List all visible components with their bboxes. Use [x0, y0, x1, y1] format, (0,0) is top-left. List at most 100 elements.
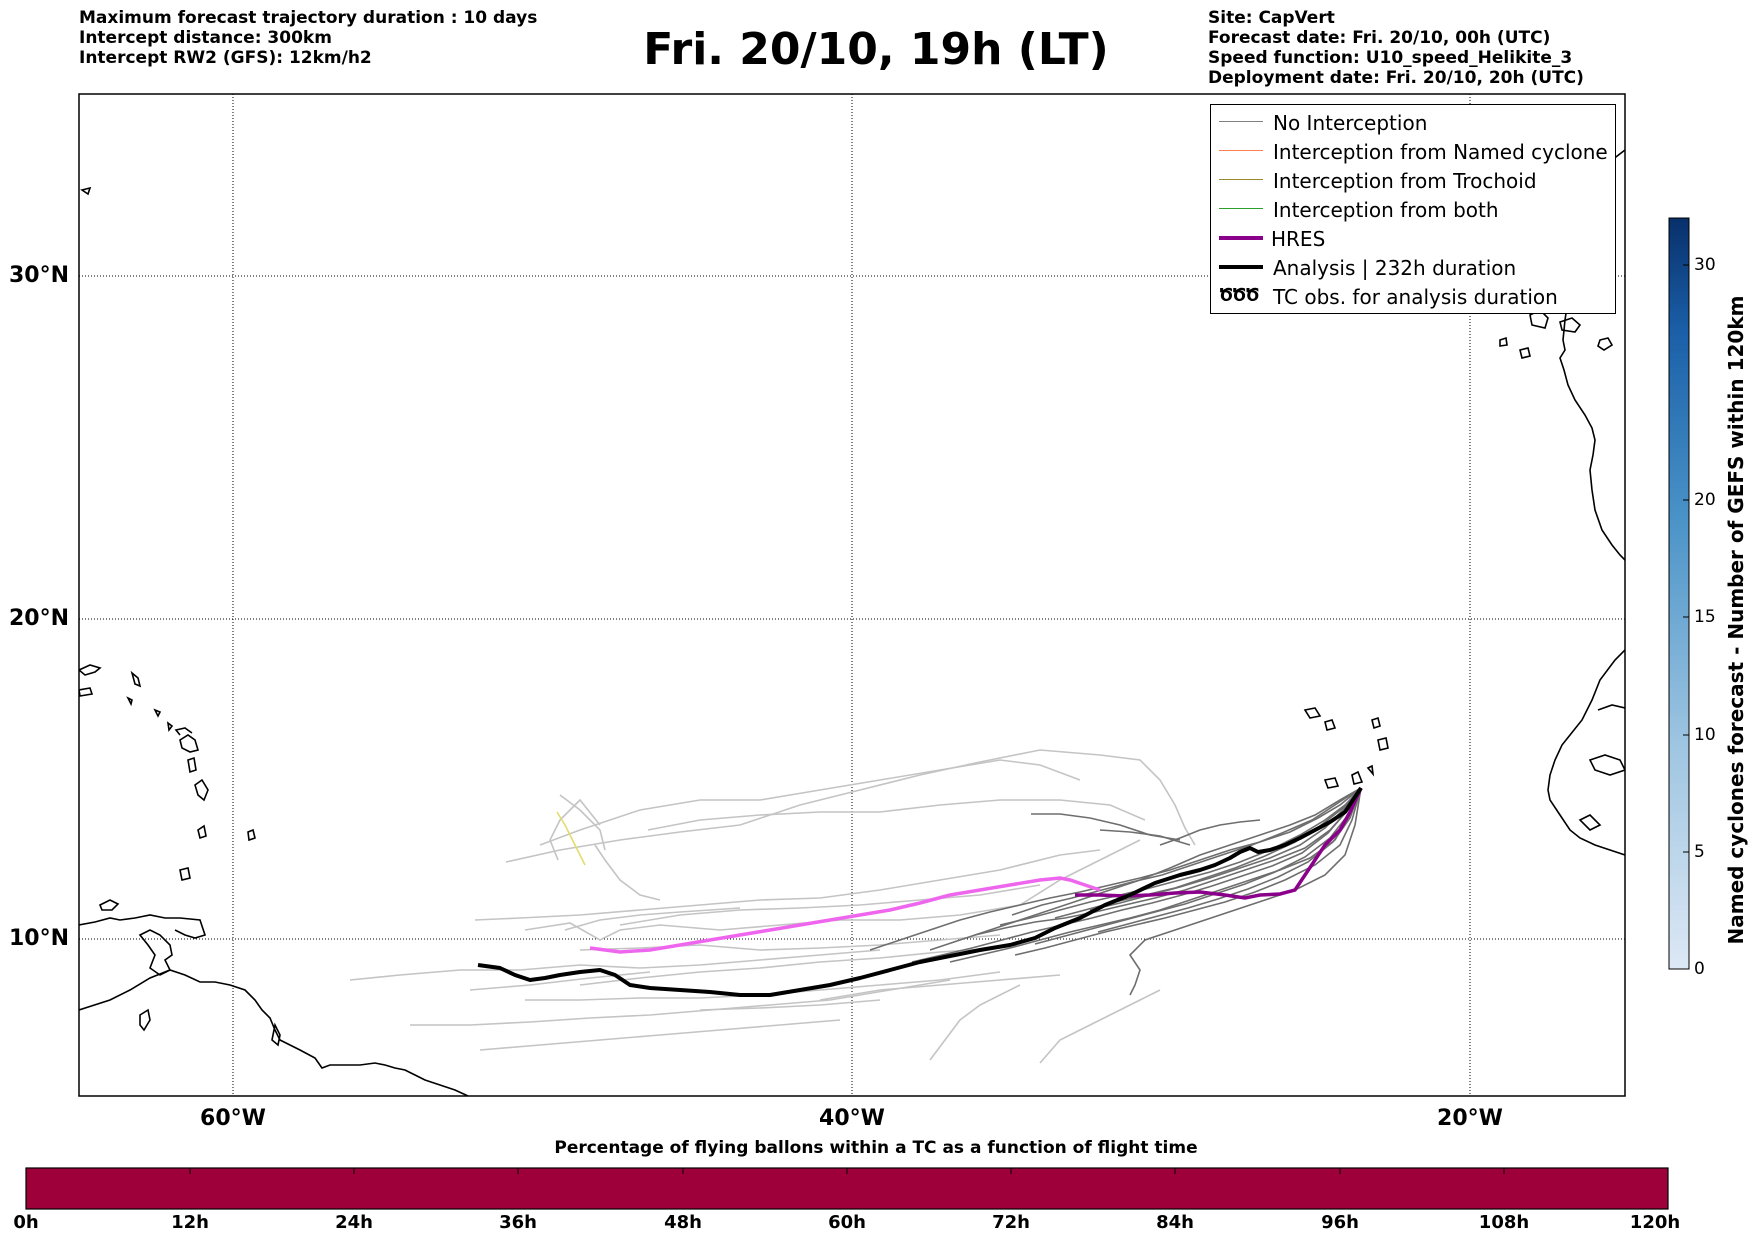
africa-coast-lower	[1547, 649, 1625, 856]
island-h	[153, 708, 162, 718]
lon-label-20w: 20°W	[1437, 1106, 1503, 1131]
olive-line-icon	[1219, 179, 1263, 180]
africa-detail	[1597, 704, 1625, 711]
legend-label: Interception from both	[1273, 198, 1499, 222]
island-f	[247, 828, 256, 842]
legend-item-analysis: Analysis | 232h duration	[1211, 254, 1615, 282]
cape-verde-7	[1366, 764, 1375, 777]
legend-label: Interception from Trochoid	[1273, 169, 1537, 193]
intercept-rw2-text: Intercept RW2 (GFS): 12km/h2	[79, 48, 372, 68]
analysis-trajectory	[477, 786, 1363, 997]
gray-line-icon	[1219, 121, 1263, 122]
forecast-date-text: Forecast date: Fri. 20/10, 00h (UTC)	[1208, 28, 1551, 48]
cape-verde-1	[1303, 707, 1322, 719]
timebar-tick-60h: 60h	[828, 1212, 866, 1233]
island-a	[98, 899, 120, 911]
lon-label-40w: 40°W	[819, 1106, 885, 1131]
canary-2	[1559, 317, 1582, 333]
hres-trajectory	[1075, 787, 1363, 900]
intercept-distance-text: Intercept distance: 300km	[79, 28, 332, 48]
timebar-tick-120h: 120h	[1629, 1212, 1681, 1233]
colorbar-tick-30: 30	[1694, 255, 1716, 275]
canary-5	[1499, 336, 1508, 347]
colorbar-tick-10: 10	[1694, 725, 1716, 745]
canary-4	[1519, 347, 1531, 359]
colorbar-tick-5: 5	[1694, 842, 1705, 862]
cape-verde-5	[1351, 770, 1364, 785]
map-legend: No Interception Interception from Named …	[1210, 104, 1616, 314]
timebar-tick-0h: 0h	[13, 1212, 39, 1233]
legend-item-no-interception: No Interception	[1211, 109, 1615, 137]
senegal-islands	[1588, 754, 1625, 776]
legend-item-tc-obs: ԾԾԾ TC obs. for analysis duration	[1211, 283, 1615, 311]
max-duration-text: Maximum forecast trajectory duration : 1…	[79, 8, 538, 28]
trajectories-light	[349, 749, 1196, 1064]
timebar-tick-84h: 84h	[1156, 1212, 1194, 1233]
header-left-info: Maximum forecast trajectory duration : 1…	[79, 8, 537, 68]
legend-item-both: Interception from both	[1211, 196, 1615, 224]
cyclone-colorbar-ticks	[1683, 264, 1689, 970]
venezuela-north	[79, 914, 207, 939]
cape-verde-2	[1324, 719, 1337, 731]
speed-function-text: Speed function: U10_speed_Helikite_3	[1208, 48, 1573, 68]
lat-label-10n: 10°N	[9, 926, 70, 951]
black-thick-line-icon	[1219, 265, 1263, 269]
timebar-tick-24h: 24h	[335, 1212, 373, 1233]
island-b	[139, 1008, 151, 1032]
lat-label-30n: 30°N	[9, 263, 70, 288]
cyclone-symbols-icon: ԾԾԾ	[1219, 285, 1260, 306]
cape-verde-3	[1371, 716, 1381, 730]
island-i	[166, 721, 174, 733]
lon-label-60w: 60°W	[200, 1106, 266, 1131]
timebar-title: Percentage of flying ballons within a TC…	[554, 1138, 1198, 1158]
canary-3	[1597, 337, 1614, 351]
lesser-antilles-5	[179, 867, 191, 881]
island-e	[79, 687, 94, 697]
legend-label: No Interception	[1273, 111, 1428, 135]
legend-label: TC obs. for analysis duration	[1273, 285, 1558, 309]
hres-trajectory-early	[589, 876, 1101, 954]
timebar-tick-108h: 108h	[1478, 1212, 1530, 1233]
timebar-tick-12h: 12h	[171, 1212, 209, 1233]
legend-label: Interception from Named cyclone	[1273, 140, 1608, 164]
trajectory-trochoid-short	[556, 811, 586, 866]
tc-time-colorbar	[25, 1167, 1669, 1210]
colorbar-title: Named cyclones forecast - Number of GEFS…	[1724, 295, 1748, 945]
lat-label-20n: 20°N	[9, 606, 70, 631]
south-america-coast	[79, 969, 469, 1096]
purple-thick-line-icon	[1219, 236, 1263, 240]
legend-item-hres: HRES	[1211, 225, 1615, 253]
cape-verde-4	[1377, 737, 1389, 751]
coral-line-icon	[1219, 150, 1263, 151]
grid-lines	[79, 94, 1625, 1096]
cape-verde-6	[1323, 777, 1340, 789]
island-g	[126, 696, 133, 707]
page-title: Fri. 20/10, 19h (LT)	[643, 24, 1109, 75]
legend-label: Analysis | 232h duration	[1273, 256, 1517, 280]
island-d	[130, 670, 142, 688]
site-text: Site: CapVert	[1208, 8, 1335, 28]
trinidad-coast	[138, 929, 173, 976]
island-c	[271, 1022, 281, 1047]
colorbar-tick-0: 0	[1694, 959, 1705, 979]
bijagos	[1578, 814, 1602, 831]
colorbar-tick-20: 20	[1694, 490, 1716, 510]
cyclone-colorbar	[1668, 217, 1690, 970]
tc-time-colorbar-ticks	[25, 1168, 1669, 1174]
green-line-icon	[1219, 208, 1263, 209]
lesser-antilles-2	[187, 756, 197, 774]
timebar-tick-48h: 48h	[664, 1212, 702, 1233]
legend-item-named-cyclone: Interception from Named cyclone	[1211, 138, 1615, 166]
legend-item-trochoid: Interception from Trochoid	[1211, 167, 1615, 195]
lesser-antilles-1	[179, 734, 200, 753]
header-right-info: Site: CapVert Forecast date: Fri. 20/10,…	[1208, 8, 1584, 88]
timebar-tick-36h: 36h	[499, 1212, 537, 1233]
deployment-date-text: Deployment date: Fri. 20/10, 20h (UTC)	[1208, 68, 1584, 88]
legend-label: HRES	[1271, 227, 1326, 251]
map-frame	[78, 93, 1626, 1097]
timebar-tick-96h: 96h	[1321, 1212, 1359, 1233]
lesser-antilles-4	[197, 824, 207, 840]
lesser-antilles-3	[194, 778, 209, 802]
island-j	[80, 186, 92, 196]
